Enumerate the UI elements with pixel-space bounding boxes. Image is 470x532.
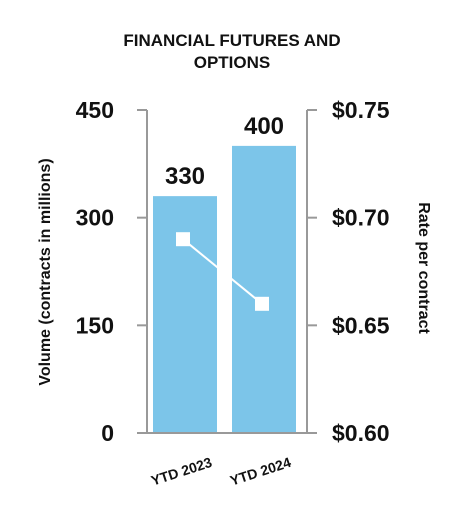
y-tick-label: 300 xyxy=(76,205,114,231)
chart-title-line-1: FINANCIAL FUTURES AND xyxy=(123,31,340,50)
chart-title-line-2: OPTIONS xyxy=(194,53,271,72)
x-tick-label: YTD 2024 xyxy=(228,454,293,489)
y2-tick-label: $0.60 xyxy=(332,420,390,446)
bar-ytd-2023 xyxy=(153,196,217,433)
rate-marker-ytd-2024 xyxy=(255,296,269,311)
y2-tick-label: $0.75 xyxy=(332,97,390,123)
y-tick-label: 450 xyxy=(76,97,114,123)
rate-line xyxy=(182,238,263,305)
bar-data-label: 330 xyxy=(165,163,205,190)
y-tick-label: 0 xyxy=(101,420,114,446)
y2-axis-label: Rate per contract xyxy=(415,202,432,334)
y2-tick-label: $0.70 xyxy=(332,205,390,231)
bar-data-label: 400 xyxy=(244,113,284,140)
bar-ytd-2024 xyxy=(232,145,296,433)
y2-tick-label: $0.65 xyxy=(332,312,390,338)
x-tick-label: YTD 2023 xyxy=(149,454,214,489)
y-axis-label: Volume (contracts in millions) xyxy=(37,158,54,385)
rate-marker-ytd-2023 xyxy=(176,232,190,247)
y-tick-label: 150 xyxy=(76,312,114,338)
